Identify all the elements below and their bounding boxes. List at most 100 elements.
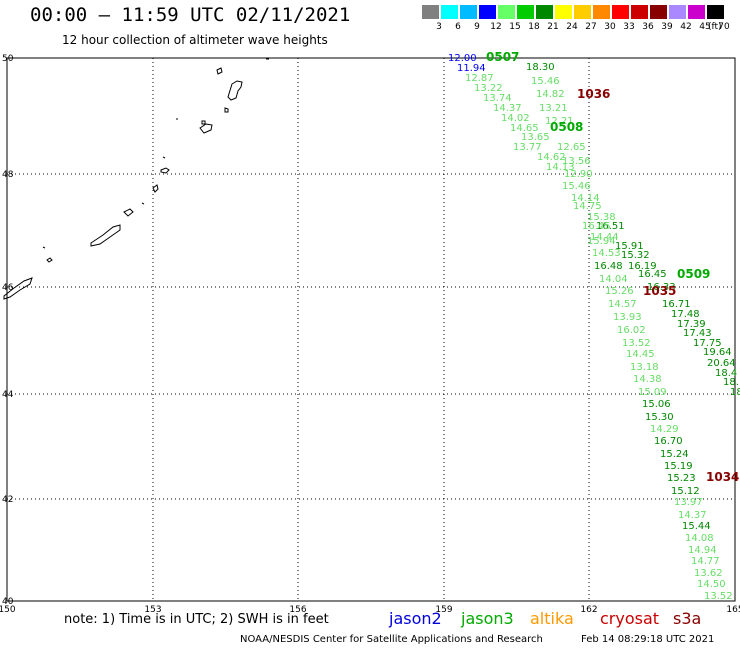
wave-height-label: 14.94 — [688, 545, 717, 556]
scale-swatch — [612, 5, 629, 19]
wave-height-label: 14.45 — [626, 349, 655, 360]
wave-height-label: 15.12 — [671, 486, 700, 497]
lat-tick-label: 50 — [2, 54, 14, 64]
wave-height-label: 13.65 — [521, 132, 550, 143]
scale-swatch — [631, 5, 648, 19]
scale-label: 42 — [680, 22, 692, 32]
legend-s3a: s3a — [673, 609, 702, 628]
wave-height-label: 13.97 — [674, 497, 703, 508]
legend-jason3: jason3 — [461, 609, 514, 628]
scale-swatch — [555, 5, 572, 19]
wave-height-label: 12.87 — [465, 73, 494, 84]
legend-jason2: jason2 — [389, 609, 442, 628]
footer-timestamp: Feb 14 08:29:18 UTC 2021 — [581, 634, 715, 645]
wave-height-label: 14.14 — [571, 193, 600, 204]
wave-height-label: 13.77 — [513, 142, 542, 153]
wave-height-label: 15.38 — [587, 212, 616, 223]
lon-tick-label: 165 — [726, 605, 740, 615]
wave-height-label: 16.45 — [638, 269, 667, 280]
wave-height-label: 12.00 — [448, 53, 477, 64]
wave-height-label: 13.74 — [483, 93, 512, 104]
wave-height-label: 16.02 — [617, 325, 646, 336]
wave-height-label: 14.44 — [590, 232, 619, 243]
scale-label: 21 — [547, 22, 559, 32]
wave-height-label: 16.48 — [594, 261, 623, 272]
wave-height-label: 15.30 — [645, 412, 674, 423]
wave-height-label: 11.94 — [457, 63, 486, 74]
orbit-time-label: 0508 — [550, 120, 583, 134]
orbit-time-label: 1034 — [706, 470, 739, 484]
wave-height-label: 14.77 — [691, 556, 720, 567]
orbit-time-label: 0509 — [677, 267, 710, 281]
legend-cryosat: cryosat — [600, 609, 660, 628]
wave-height-label: 13.21 — [539, 103, 568, 114]
lon-tick-label: 150 — [0, 605, 16, 615]
wave-height-label: 15.91 — [615, 241, 644, 252]
footer-credit: NOAA/NESDIS Center for Satellite Applica… — [240, 634, 543, 645]
wave-height-label: 17.48 — [671, 309, 700, 320]
page-subtitle: 12 hour collection of altimeter wave hei… — [62, 33, 328, 47]
scale-label: 24 — [566, 22, 578, 32]
wave-height-label: 17.43 — [683, 328, 712, 339]
legend-altika: altika — [530, 609, 574, 628]
wave-height-label: 15.09 — [638, 387, 667, 398]
wave-height-label: 18.30 — [526, 62, 555, 73]
scale-label: 36 — [642, 22, 654, 32]
wave-height-label: 16.19 — [628, 261, 657, 272]
wave-height-label: 16.71 — [662, 299, 691, 310]
wave-height-label: 14.65 — [510, 123, 539, 134]
wave-height-label: 14.02 — [501, 113, 530, 124]
wave-height-label: 15.32 — [621, 250, 650, 261]
wave-height-label: 14.38 — [633, 374, 662, 385]
wave-height-label: 15.26 — [605, 286, 634, 297]
orbit-time-label: 0507 — [486, 50, 519, 64]
lon-tick-label: 162 — [580, 605, 597, 615]
footnote: note: 1) Time is in UTC; 2) SWH is in fe… — [64, 612, 329, 627]
scale-label: 45 — [699, 22, 711, 32]
wave-height-label: 14.37 — [678, 510, 707, 521]
wave-height-label: 13.52 — [622, 338, 651, 349]
scale-label: 27 — [585, 22, 597, 32]
scale-swatch — [498, 5, 515, 19]
scale-swatch — [688, 5, 705, 19]
scale-label: 9 — [474, 22, 480, 32]
lon-tick-label: 159 — [435, 605, 452, 615]
wave-height-label: 16.45 — [582, 221, 611, 232]
wave-height-label: 14.50 — [697, 579, 726, 590]
scale-label: 18 — [528, 22, 540, 32]
wave-height-label: 18.4 — [715, 368, 737, 379]
scale-swatch — [593, 5, 610, 19]
lat-tick-label: 40 — [2, 597, 14, 607]
wave-height-label: 13.18 — [630, 362, 659, 373]
scale-label: 15 — [509, 22, 521, 32]
wave-height-label: 15.46 — [531, 76, 560, 87]
scale-label: 30 — [604, 22, 616, 32]
orbit-time-label: 1036 — [577, 87, 610, 101]
scale-label: 33 — [623, 22, 635, 32]
wave-height-label: 16.70 — [654, 436, 683, 447]
scale-swatch — [574, 5, 591, 19]
orbit-time-label: 1035 — [643, 284, 676, 298]
wave-height-label: 14.62 — [537, 152, 566, 163]
scale-swatch — [650, 5, 667, 19]
scale-swatch — [460, 5, 477, 19]
wave-height-label: 15.44 — [682, 521, 711, 532]
wave-height-label: 13.56 — [562, 156, 591, 167]
map-frame — [6, 57, 736, 602]
wave-height-label: 12.65 — [557, 142, 586, 153]
lat-tick-label: 44 — [2, 390, 14, 400]
wave-height-label: 14.57 — [608, 299, 637, 310]
lat-tick-label: 48 — [2, 170, 14, 180]
wave-height-label: 15.94 — [587, 236, 616, 247]
wave-height-label: 17.39 — [677, 319, 706, 330]
wave-height-label: 15.46 — [562, 181, 591, 192]
wave-height-label: 14.82 — [536, 89, 565, 100]
wave-height-label: 13.93 — [613, 312, 642, 323]
wave-height-label: 14.37 — [493, 103, 522, 114]
scale-label: 70 — [718, 22, 730, 32]
scale-label: 6 — [455, 22, 461, 32]
kuril-islands-coastline — [3, 58, 269, 300]
wave-height-label: 15.06 — [642, 399, 671, 410]
map-graticule: 150 153 156 159 162 165 50 48 46 44 42 40 — [0, 54, 740, 615]
